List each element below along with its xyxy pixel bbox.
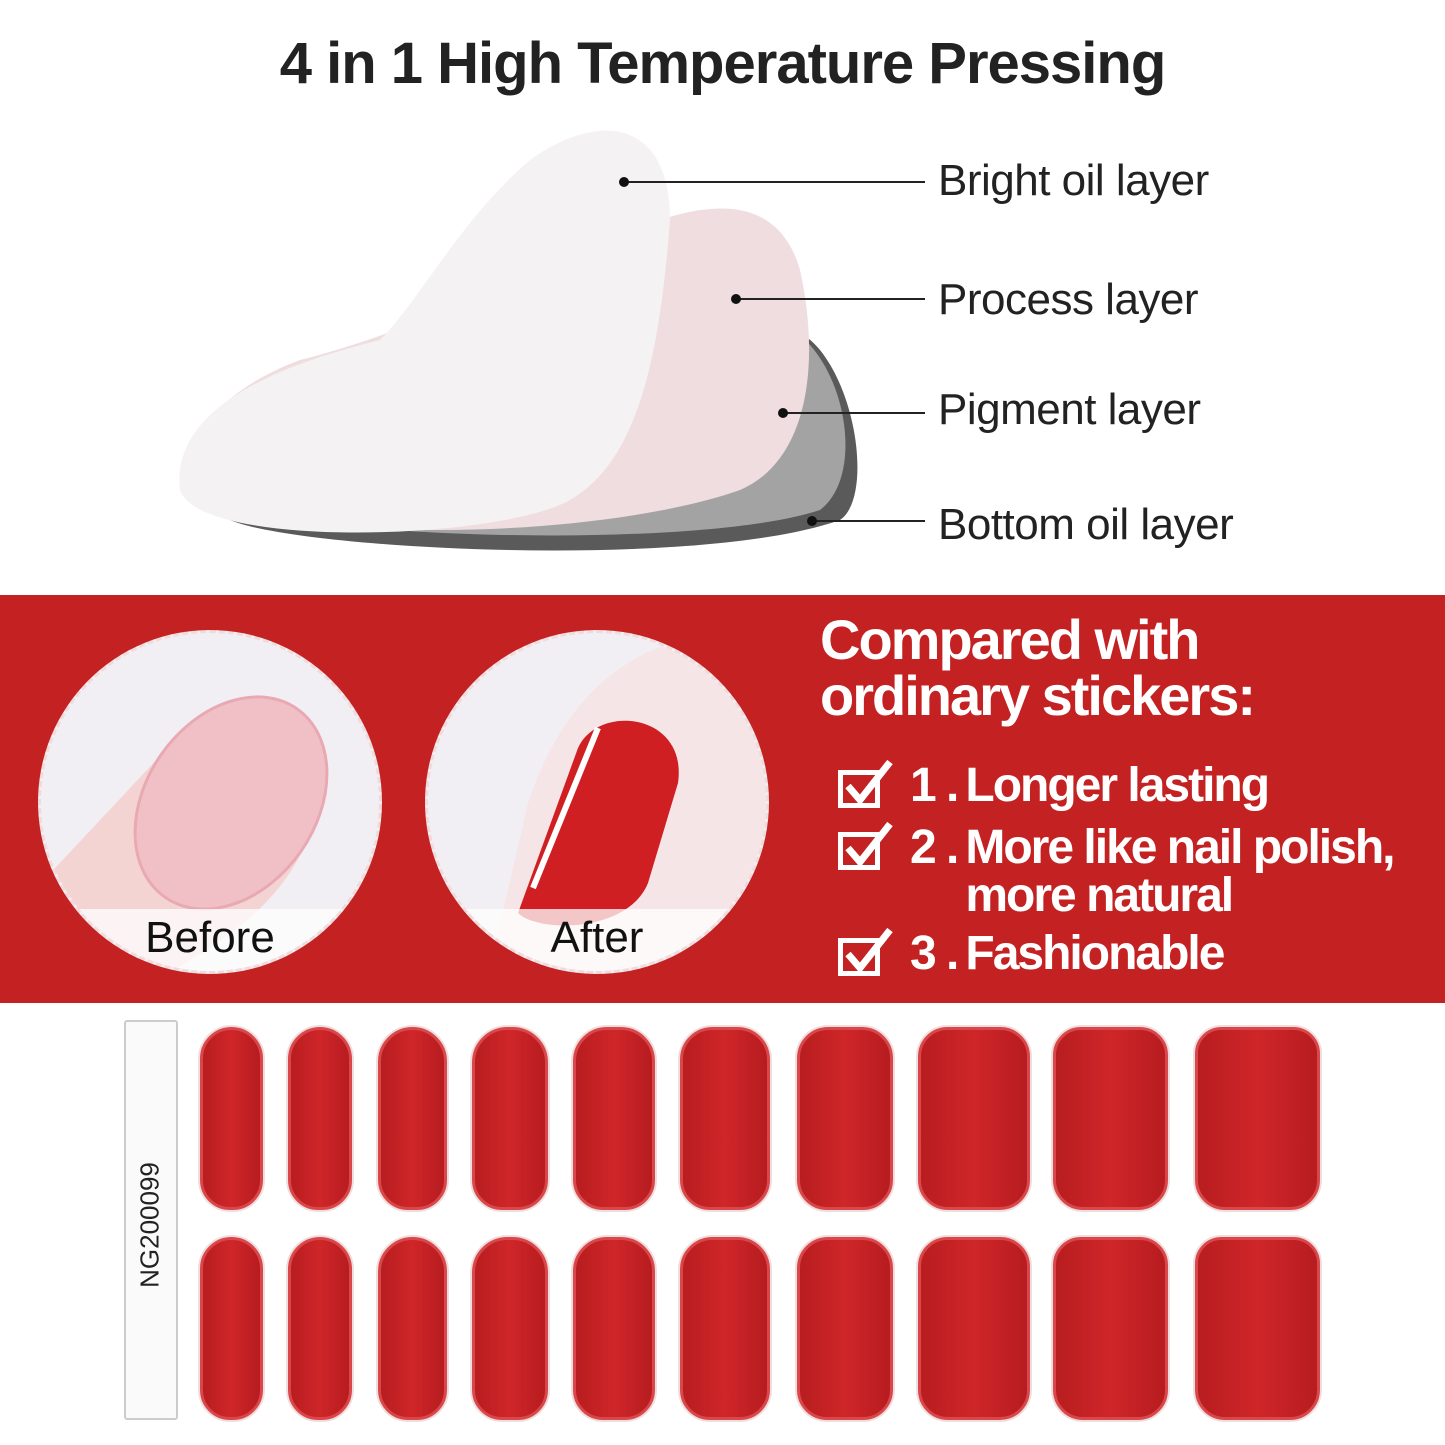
- benefit-text: More like nail polish, more natural: [965, 821, 1395, 922]
- benefit-item: 2 . More like nail polish, more natural: [838, 821, 1395, 922]
- nail-sticker: [472, 1027, 548, 1210]
- nail-sticker: [918, 1027, 1030, 1210]
- benefit-text-line1: More like nail polish,: [965, 821, 1395, 874]
- comparison-heading: Compared with ordinary stickers:: [820, 612, 1420, 724]
- nail-sticker: [288, 1237, 352, 1420]
- nail-sticker: [680, 1237, 770, 1420]
- layer-label-bottom-oil: Bottom oil layer: [938, 500, 1234, 549]
- benefit-text: Fashionable: [965, 927, 1225, 980]
- product-code: NG200099: [134, 1162, 165, 1288]
- nail-sticker: [472, 1237, 548, 1420]
- checkbox-icon: [838, 821, 893, 870]
- page-title: 4 in 1 High Temperature Pressing: [279, 31, 1167, 96]
- nail-sticker: [918, 1237, 1030, 1420]
- nail-sticker: [200, 1237, 263, 1420]
- benefit-item: 3 . Fashionable: [838, 927, 1225, 980]
- nail-sticker: [200, 1027, 263, 1210]
- benefit-item: 1 . Longer lasting: [838, 759, 1270, 812]
- benefit-text: Longer lasting: [965, 759, 1270, 812]
- nail-sticker: [797, 1237, 893, 1420]
- nail-sticker: [1195, 1237, 1320, 1420]
- layer-label-bright-oil: Bright oil layer: [938, 156, 1209, 205]
- before-label: Before: [41, 909, 379, 971]
- checkbox-icon: [838, 759, 893, 808]
- layer-diagram: [179, 130, 925, 551]
- layer-label-process: Process layer: [938, 275, 1199, 324]
- sheet-tab: [124, 1020, 178, 1420]
- bright-oil-layer-shape: [179, 130, 670, 533]
- nail-sticker: [680, 1027, 770, 1210]
- nail-sticker: [1195, 1027, 1320, 1210]
- nail-sticker: [1053, 1237, 1168, 1420]
- checkbox-icon: [838, 927, 893, 976]
- benefit-number: 1 .: [910, 759, 959, 812]
- benefit-number: 3 .: [910, 927, 959, 980]
- benefit-text-line2: more natural: [965, 869, 1234, 922]
- after-label: After: [428, 909, 766, 971]
- before-image: Before: [38, 630, 382, 974]
- benefit-number: 2 .: [910, 821, 959, 874]
- nail-sticker: [573, 1027, 655, 1210]
- nail-sticker: [378, 1027, 447, 1210]
- nail-sticker: [288, 1027, 352, 1210]
- nail-sticker: [1053, 1027, 1168, 1210]
- nail-sticker: [378, 1237, 447, 1420]
- comparison-heading-text: Compared with ordinary stickers:: [820, 608, 1256, 727]
- after-image: After: [425, 630, 769, 974]
- layer-label-pigment: Pigment layer: [938, 385, 1201, 434]
- nail-sticker: [573, 1237, 655, 1420]
- nail-sticker: [797, 1027, 893, 1210]
